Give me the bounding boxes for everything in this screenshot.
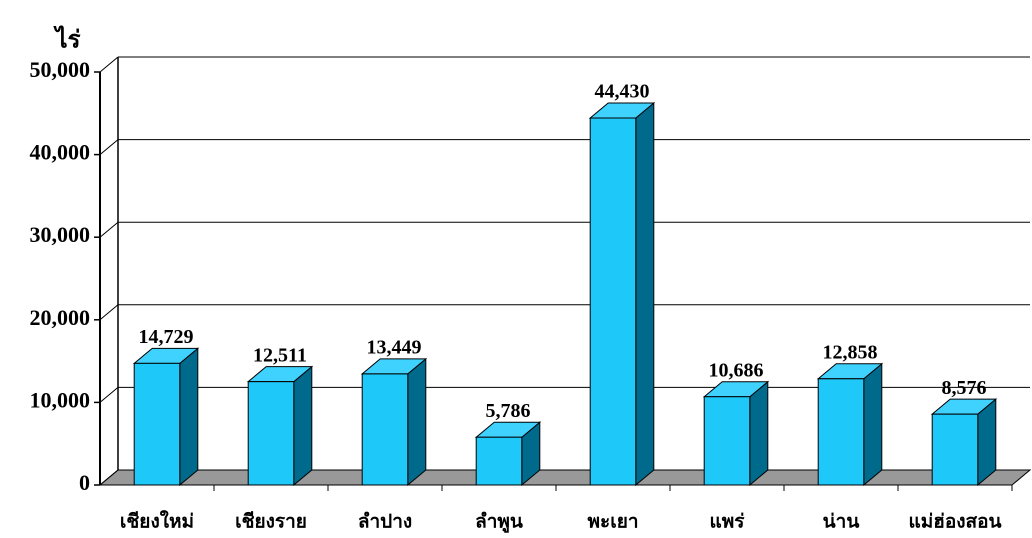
grid-line-side — [100, 305, 118, 320]
x-tick-label: น่าน — [823, 511, 860, 532]
x-tick-label: แม่ฮ่องสอน — [908, 511, 1001, 532]
bar — [476, 437, 522, 485]
value-label: 13,449 — [367, 337, 422, 359]
grid-line-side — [100, 57, 118, 72]
x-tick-label: ลำพูน — [475, 511, 523, 533]
x-tick-label: เชียงใหม่ — [120, 509, 194, 532]
y-axis-label: ไร่ — [53, 25, 81, 54]
value-label: 10,686 — [709, 359, 764, 381]
bar — [248, 382, 294, 485]
y-tick-label: 40,000 — [30, 140, 91, 165]
floor — [100, 470, 1030, 485]
grid-line-side — [100, 140, 118, 155]
y-tick-label: 20,000 — [30, 305, 91, 330]
value-label: 5,786 — [486, 400, 531, 422]
bar — [590, 118, 636, 485]
bar — [818, 379, 864, 485]
grid-line-side — [100, 387, 118, 402]
x-tick-label: เชียงราย — [235, 510, 307, 532]
bar-side — [750, 382, 768, 485]
bar-side — [180, 348, 198, 485]
y-tick-label: 30,000 — [30, 222, 91, 247]
bar — [134, 363, 180, 485]
bar — [704, 397, 750, 485]
bar — [362, 374, 408, 485]
value-label: 8,576 — [942, 377, 987, 399]
bar-side — [636, 103, 654, 485]
bar-side — [408, 359, 426, 485]
x-tick-label: แพร่ — [710, 511, 746, 532]
value-label: 14,729 — [139, 326, 194, 348]
bar-side — [294, 367, 312, 485]
y-tick-label: 50,000 — [30, 57, 91, 82]
value-label: 12,511 — [253, 344, 307, 366]
grid-line-side — [100, 222, 118, 237]
x-tick-label: พะเยา — [587, 511, 638, 532]
chart: ไร่ 0 10,000 20,000 30,000 40,000 50,000 เชียง… — [0, 0, 1032, 538]
y-tick-label: 10,000 — [30, 387, 91, 412]
bar-side — [864, 364, 882, 485]
bar — [932, 414, 978, 485]
y-tick-label: 0 — [79, 470, 90, 495]
x-tick-label: ลำปาง — [358, 511, 412, 532]
value-label: 12,858 — [823, 341, 878, 363]
value-label: 44,430 — [595, 81, 650, 103]
